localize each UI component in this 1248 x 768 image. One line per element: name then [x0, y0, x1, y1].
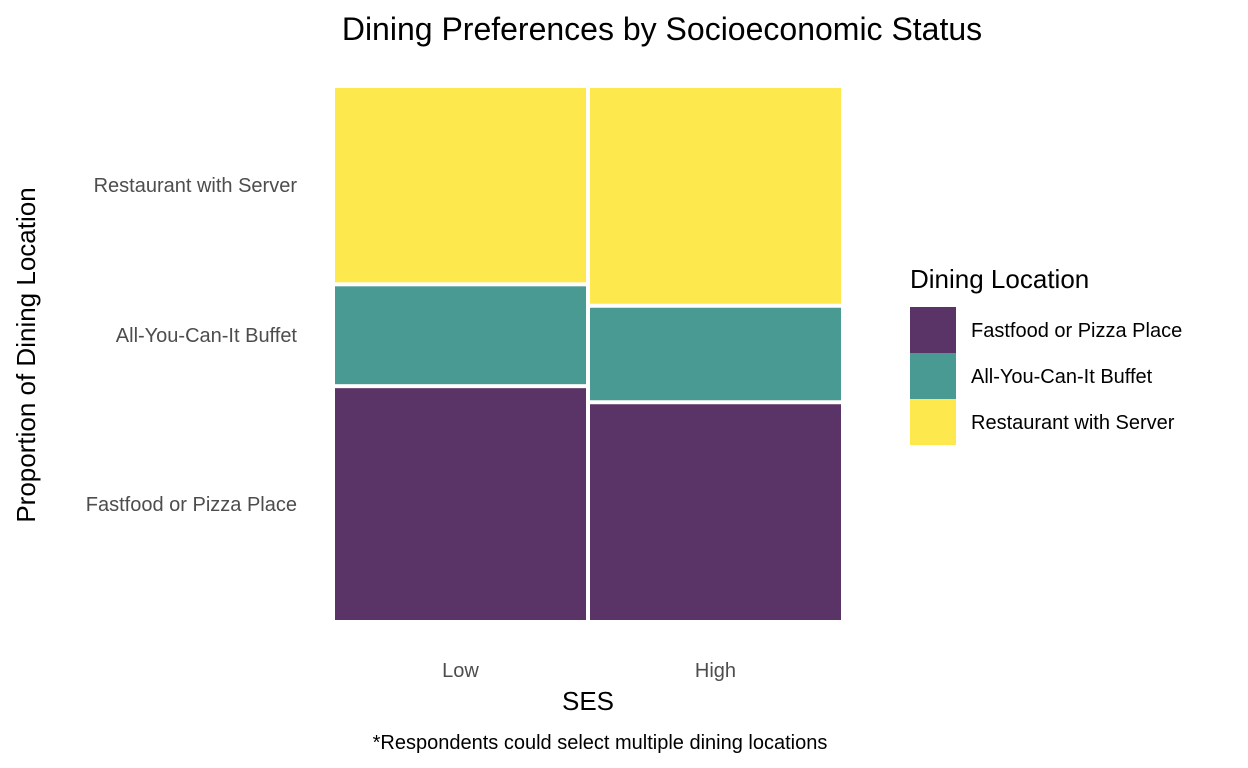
y-tick-label-all-you-can-it-buffet: All-You-Can-It Buffet	[116, 325, 298, 347]
x-axis-tick-labels: Low High	[442, 660, 736, 682]
x-axis-title: SES	[562, 686, 614, 716]
legend: Fastfood or Pizza Place All-You-Can-It Bu…	[910, 307, 1182, 445]
mosaic-tile-high-all-you-can-it-buffet	[590, 307, 841, 401]
legend-label-all-you-can-it-buffet: All-You-Can-It Buffet	[971, 366, 1153, 388]
mosaic-tile-low-all-you-can-it-buffet	[335, 286, 586, 385]
y-tick-label-fastfood-or-pizza-place: Fastfood or Pizza Place	[86, 494, 297, 516]
y-axis-tick-labels: Fastfood or Pizza Place All-You-Can-It Bu…	[86, 175, 298, 516]
chart-title: Dining Preferences by Socioeconomic Stat…	[342, 11, 982, 47]
mosaic-tile-high-fastfood-or-pizza-place	[590, 404, 841, 620]
legend-label-restaurant-with-server: Restaurant with Server	[971, 412, 1175, 434]
chart-caption: *Respondents could select multiple dinin…	[373, 732, 828, 754]
legend-key-restaurant-with-server	[910, 399, 956, 445]
legend-key-fastfood-or-pizza-place	[910, 307, 956, 353]
mosaic-tile-low-fastfood-or-pizza-place	[335, 388, 586, 620]
plot-area	[335, 88, 841, 620]
y-axis-title: Proportion of Dining Location	[11, 187, 41, 522]
x-tick-label-high: High	[695, 660, 736, 682]
y-tick-label-restaurant-with-server: Restaurant with Server	[94, 175, 298, 197]
legend-title: Dining Location	[910, 264, 1089, 294]
mosaic-tile-high-restaurant-with-server	[590, 88, 841, 304]
mosaic-tile-low-restaurant-with-server	[335, 88, 586, 283]
legend-label-fastfood-or-pizza-place: Fastfood or Pizza Place	[971, 320, 1182, 342]
legend-key-all-you-can-it-buffet	[910, 353, 956, 399]
x-tick-label-low: Low	[442, 660, 479, 682]
